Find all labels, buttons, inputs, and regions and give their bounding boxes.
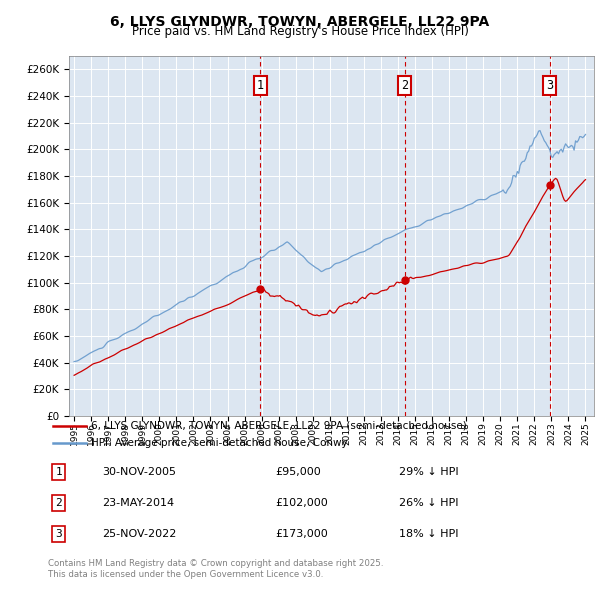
Text: 1: 1 xyxy=(257,79,264,92)
Text: 3: 3 xyxy=(55,529,62,539)
Text: 29% ↓ HPI: 29% ↓ HPI xyxy=(399,467,458,477)
Text: Contains HM Land Registry data © Crown copyright and database right 2025.
This d: Contains HM Land Registry data © Crown c… xyxy=(48,559,383,579)
Text: 6, LLYS GLYNDWR, TOWYN, ABERGELE, LL22 9PA (semi-detached house): 6, LLYS GLYNDWR, TOWYN, ABERGELE, LL22 9… xyxy=(91,421,467,431)
Text: £95,000: £95,000 xyxy=(275,467,320,477)
Text: £173,000: £173,000 xyxy=(275,529,328,539)
Text: £102,000: £102,000 xyxy=(275,498,328,508)
Text: HPI: Average price, semi-detached house, Conwy: HPI: Average price, semi-detached house,… xyxy=(91,438,348,448)
Text: 18% ↓ HPI: 18% ↓ HPI xyxy=(399,529,458,539)
Text: 3: 3 xyxy=(546,79,553,92)
Text: Price paid vs. HM Land Registry's House Price Index (HPI): Price paid vs. HM Land Registry's House … xyxy=(131,25,469,38)
Text: 30-NOV-2005: 30-NOV-2005 xyxy=(102,467,176,477)
Text: 25-NOV-2022: 25-NOV-2022 xyxy=(102,529,176,539)
Text: 26% ↓ HPI: 26% ↓ HPI xyxy=(399,498,458,508)
Text: 2: 2 xyxy=(401,79,409,92)
Text: 2: 2 xyxy=(55,498,62,508)
Text: 6, LLYS GLYNDWR, TOWYN, ABERGELE, LL22 9PA: 6, LLYS GLYNDWR, TOWYN, ABERGELE, LL22 9… xyxy=(110,15,490,29)
Text: 1: 1 xyxy=(55,467,62,477)
Text: 23-MAY-2014: 23-MAY-2014 xyxy=(102,498,174,508)
